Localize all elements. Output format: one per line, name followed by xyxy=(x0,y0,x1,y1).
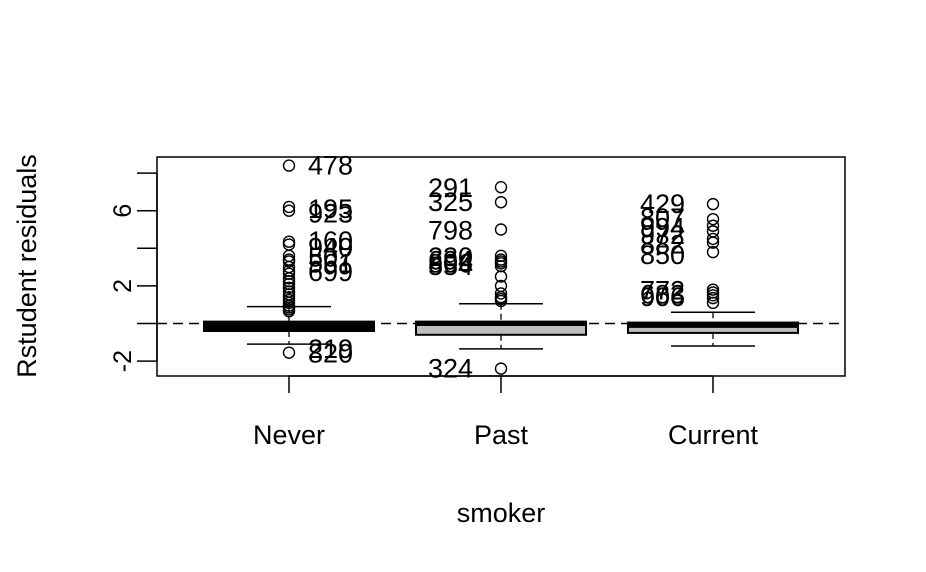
x-tick-label: Never xyxy=(253,420,325,450)
outlier-label: 798 xyxy=(428,215,473,245)
outlier-label: 807 xyxy=(640,203,685,233)
outlier-label: 554 xyxy=(428,251,473,281)
outlier-point xyxy=(706,296,720,310)
outlier-point xyxy=(282,255,296,268)
outlier-point xyxy=(706,236,720,249)
outlier-label: 478 xyxy=(308,151,353,181)
outlier-label: 972 xyxy=(640,220,685,250)
x-axis-label: smoker xyxy=(457,498,546,528)
outlier-label: 230 xyxy=(428,242,473,272)
outlier-point xyxy=(282,346,296,359)
outlier-label: 882 xyxy=(640,230,685,260)
outlier-point xyxy=(282,235,296,248)
x-tick-label: Past xyxy=(474,420,529,450)
outlier-label: 806 xyxy=(428,248,473,278)
outlier-label: 940 xyxy=(308,232,353,262)
y-axis: -2 2 6 xyxy=(109,172,158,372)
outlier-point xyxy=(282,305,296,318)
outlier-label: 994 xyxy=(640,213,685,243)
outlier-point xyxy=(494,362,508,375)
outlier-label: 219 xyxy=(308,334,353,364)
outlier-point xyxy=(282,275,296,288)
outlier-point xyxy=(282,159,296,172)
outlier-point xyxy=(282,204,296,217)
outlier-point xyxy=(494,196,508,209)
outlier-point xyxy=(494,270,508,283)
outlier-point xyxy=(494,294,508,308)
x-axis: Never Past Current xyxy=(253,375,759,450)
outlier-label: 923 xyxy=(308,199,353,229)
box-never xyxy=(203,159,375,359)
outlier-point xyxy=(706,219,720,232)
outlier-point xyxy=(706,212,720,226)
outlier-label: 291 xyxy=(428,173,473,203)
y-tick-label: 2 xyxy=(109,279,137,293)
y-axis-label: Rstudent residuals xyxy=(12,154,42,378)
outlier-label: 325 xyxy=(428,187,473,217)
outlier-label: 324 xyxy=(428,354,473,384)
outlier-label: 561 xyxy=(308,248,353,278)
outlier-point xyxy=(706,197,720,211)
outlier-label: 772 xyxy=(640,276,685,306)
outlier-label: 699 xyxy=(308,257,353,287)
outlier-label: 683 xyxy=(640,279,685,309)
y-tick-label: -2 xyxy=(109,350,137,372)
outlier-point xyxy=(494,287,508,300)
outlier-label: 195 xyxy=(308,194,353,224)
outlier-point xyxy=(706,245,720,259)
outlier-point xyxy=(706,291,720,305)
outlier-label: 160 xyxy=(308,226,353,256)
box-current xyxy=(627,197,799,347)
outlier-point xyxy=(282,238,296,251)
y-tick-label: 6 xyxy=(109,204,137,218)
outlier-label: 820 xyxy=(308,339,353,369)
outlier-label: 694 xyxy=(428,246,473,276)
outlier-point xyxy=(706,232,720,246)
outlier-label: 850 xyxy=(640,240,685,270)
x-tick-label: Current xyxy=(668,420,759,450)
outlier-point xyxy=(494,180,508,194)
box-group xyxy=(203,159,799,375)
outlier-point xyxy=(494,223,508,236)
outlier-point xyxy=(282,200,296,214)
outlier-point xyxy=(282,281,296,294)
outlier-label: 507 xyxy=(308,243,353,273)
outlier-label: 429 xyxy=(640,189,685,219)
outlier-label: 906 xyxy=(640,282,685,312)
